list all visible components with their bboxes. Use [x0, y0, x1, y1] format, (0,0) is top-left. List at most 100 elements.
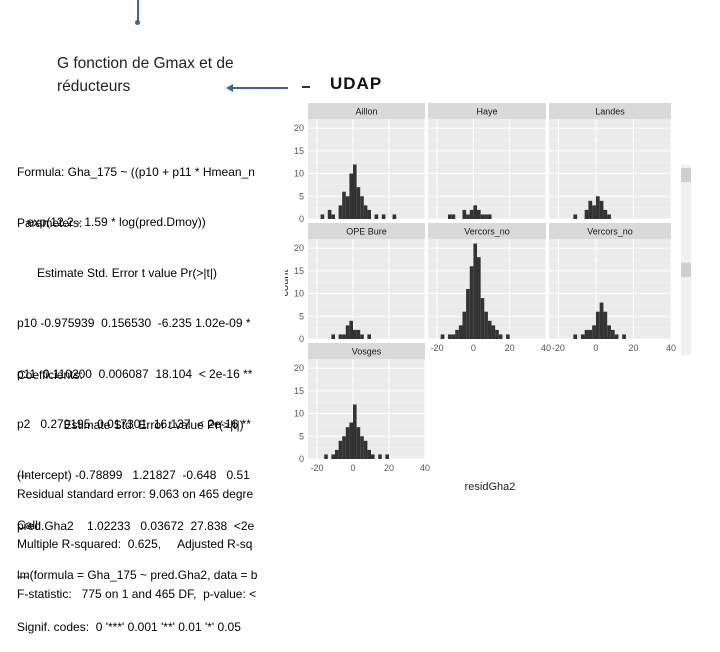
heading-udap: UDAP	[330, 74, 383, 93]
histogram-bar	[455, 329, 459, 339]
facet-panel	[308, 119, 425, 219]
facet-panel	[308, 239, 425, 339]
histogram-bar	[360, 334, 364, 339]
x-tick-label: 0	[471, 343, 476, 353]
facet-strip-label: Vosges	[352, 347, 382, 357]
histogram-bar	[367, 209, 371, 219]
y-tick-label: 0	[299, 454, 304, 464]
y-tick-label: 15	[294, 386, 304, 396]
summary-line: Residual standard error: 9.063 on 465 de…	[17, 486, 254, 501]
histogram-bar	[345, 196, 350, 219]
x-tick-label: 20	[628, 343, 638, 353]
facet-strip	[308, 223, 425, 239]
histogram-bar	[360, 196, 364, 219]
histogram-bar	[599, 200, 604, 219]
histogram-bar	[360, 436, 364, 459]
y-tick-label: 20	[294, 363, 304, 373]
histogram-bar	[592, 325, 596, 339]
histogram-bar	[345, 325, 350, 339]
y-tick-label: 5	[299, 431, 304, 441]
scrollbar-thumb[interactable]	[681, 168, 691, 182]
histogram-bar	[345, 427, 350, 459]
histogram-bar	[356, 329, 361, 339]
parameters-line: p11 0.110200 0.006087 18.104 < 2e-16 **	[17, 366, 253, 381]
histogram-bar	[603, 311, 608, 339]
arrow-left-icon	[226, 84, 233, 92]
x-tick-label: 20	[384, 463, 394, 473]
y-tick-label: 0	[299, 214, 304, 224]
x-tick-label: -20	[310, 463, 323, 473]
coefficients-line: Estimate Std. Error t value Pr(>|t|)	[17, 417, 244, 432]
facet-strip-label: Vercors_no	[587, 227, 633, 237]
histogram-bar	[607, 214, 611, 219]
x-tick-label: 40	[420, 463, 430, 473]
coefficients-line: (Intercept) -0.78899 1.21827 -0.648 0.51	[17, 468, 250, 483]
facet-strip-label: Aillon	[355, 107, 377, 117]
histogram-bar	[610, 329, 615, 339]
histogram-bar	[592, 205, 596, 219]
histogram-bar	[451, 334, 456, 339]
histogram-bar	[342, 436, 346, 459]
histogram-bar	[447, 214, 452, 219]
histogram-bar	[324, 454, 328, 459]
histogram-bar	[480, 298, 485, 339]
connector-dot	[135, 20, 140, 25]
histogram-bar	[584, 329, 589, 339]
histogram-bar	[374, 214, 379, 219]
histogram-bar	[356, 427, 361, 459]
facet-panel	[549, 239, 671, 339]
facet-panel	[428, 119, 546, 219]
histogram-bar	[487, 214, 492, 219]
scrollbar-thumb[interactable]	[681, 263, 691, 277]
slide-title: G fonction de Gmax et de réducteurs	[57, 52, 234, 98]
histogram-bar	[349, 320, 353, 339]
histogram-bar	[342, 334, 346, 339]
parameters-line: Call:	[17, 517, 42, 532]
facet-strip	[308, 103, 425, 119]
histogram-bar	[451, 214, 456, 219]
facet-strip	[308, 343, 425, 359]
parameters-line: Estimate Std. Error t value Pr(>|t|)	[17, 265, 217, 280]
y-tick-label: 10	[294, 289, 304, 299]
histogram-bar	[342, 191, 346, 219]
coefficients-line: pred.Gha2 1.02233 0.03672 27.838 <2e	[17, 518, 255, 533]
summary-line: F-statistic: 775 on 1 and 465 DF, p-valu…	[17, 587, 257, 602]
histogram-bar	[473, 243, 478, 339]
histogram-bar	[349, 173, 353, 219]
facet-strip-label: OPE Bure	[346, 227, 387, 237]
facet-panel	[549, 119, 671, 219]
x-tick-label: 40	[541, 343, 551, 353]
histogram-bar	[477, 209, 481, 219]
histogram-bar	[588, 329, 593, 339]
histogram-bar	[356, 187, 361, 219]
histogram-bar	[584, 209, 589, 219]
histogram-bar	[385, 454, 389, 459]
coefficients-line: Coefficients:	[17, 367, 83, 382]
slide-title-line1: G fonction de Gmax et de	[57, 55, 234, 72]
x-tick-label: 0	[593, 343, 598, 353]
parameters-line: Parameters:	[17, 215, 83, 230]
histogram-bar	[495, 329, 499, 339]
histogram-bar	[506, 334, 510, 339]
histogram-bar	[338, 205, 343, 219]
histogram-bar	[381, 214, 386, 219]
residual-histogram-chart: Aillon 0 5 10 15 20 Haye Landes OPE Bure 0 5 10 15 20…	[285, 103, 676, 493]
histogram-bar	[392, 214, 397, 219]
histogram-bar	[603, 209, 608, 219]
x-tick-label: -20	[552, 343, 565, 353]
histogram-bar	[477, 257, 481, 339]
parameters-line: p10 -0.975939 0.156530 -6.235 1.02e-09 *	[17, 316, 251, 331]
scrollbar-track[interactable]	[681, 165, 691, 355]
heading-bullet	[302, 86, 310, 88]
histogram-bar	[595, 196, 600, 219]
histogram-bar	[498, 334, 503, 339]
coefficients-line: Signif. codes: 0 '***' 0.001 '**' 0.01 '…	[17, 619, 241, 634]
facet-strip-label: Vercors_no	[464, 227, 510, 237]
slide-title-line2: réducteurs	[57, 78, 131, 95]
histogram-bar	[367, 334, 371, 339]
histogram-bar	[480, 214, 485, 219]
histogram-bar	[595, 311, 600, 339]
histogram-bar	[335, 449, 339, 459]
y-tick-label: 15	[294, 146, 304, 156]
facet-strip	[428, 103, 546, 119]
